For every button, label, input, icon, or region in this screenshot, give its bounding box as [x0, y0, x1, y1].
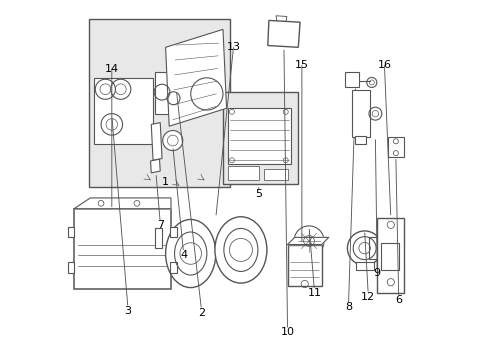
Polygon shape — [267, 21, 300, 47]
Text: 9: 9 — [373, 268, 380, 278]
Text: 15: 15 — [294, 60, 308, 70]
Text: 2: 2 — [198, 308, 204, 318]
Bar — [74, 209, 171, 289]
Polygon shape — [354, 136, 366, 144]
Text: 14: 14 — [104, 64, 119, 74]
Polygon shape — [344, 72, 359, 87]
Polygon shape — [151, 123, 162, 160]
Bar — [287, 244, 321, 286]
Bar — [155, 228, 162, 248]
Bar — [155, 72, 190, 114]
Text: 5: 5 — [255, 189, 262, 199]
Bar — [67, 262, 74, 273]
Circle shape — [163, 131, 183, 150]
Text: 4: 4 — [180, 250, 187, 260]
Polygon shape — [150, 159, 160, 173]
Text: 7: 7 — [156, 220, 163, 230]
Polygon shape — [165, 30, 226, 126]
Bar — [88, 19, 230, 187]
Text: 13: 13 — [226, 42, 240, 52]
Bar — [170, 226, 176, 237]
Circle shape — [293, 226, 324, 256]
Text: 8: 8 — [344, 302, 351, 312]
Polygon shape — [351, 90, 369, 137]
Text: 16: 16 — [377, 60, 390, 70]
Text: 6: 6 — [394, 295, 402, 305]
Ellipse shape — [165, 220, 215, 288]
Bar — [67, 226, 74, 237]
Text: 1: 1 — [162, 177, 169, 187]
Text: 3: 3 — [124, 306, 131, 316]
Circle shape — [346, 231, 381, 265]
Bar — [355, 262, 373, 270]
Polygon shape — [376, 218, 403, 293]
Bar — [94, 78, 153, 144]
Bar — [228, 108, 290, 164]
Bar — [381, 243, 398, 270]
Text: 10: 10 — [280, 327, 294, 337]
Bar — [170, 262, 176, 273]
Bar — [228, 166, 258, 180]
Text: 11: 11 — [307, 288, 321, 298]
Polygon shape — [287, 237, 328, 244]
Text: 12: 12 — [361, 292, 374, 302]
Polygon shape — [74, 198, 171, 209]
Ellipse shape — [214, 217, 266, 283]
Bar — [264, 169, 287, 180]
Polygon shape — [387, 137, 403, 157]
Bar — [223, 92, 298, 184]
